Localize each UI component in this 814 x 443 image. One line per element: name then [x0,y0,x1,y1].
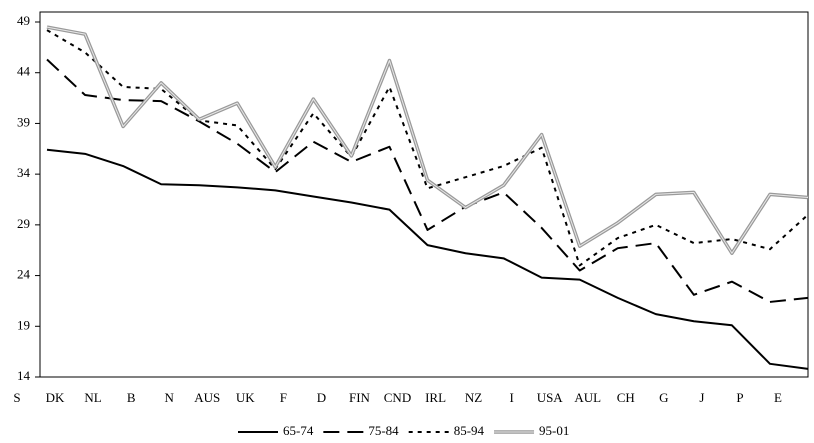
x-tick-label: J [699,390,704,405]
y-tick-label: 24 [17,267,31,282]
x-tick-label: P [736,390,743,405]
x-tick-label: CH [617,390,635,405]
x-tick-label: FIN [349,390,371,405]
legend-label: 85-94 [454,423,485,438]
x-tick-label: AUS [194,390,220,405]
y-tick-label: 39 [17,114,30,129]
x-tick-label: IRL [425,390,446,405]
y-tick-label: 49 [17,13,30,28]
x-tick-label: F [280,390,287,405]
x-tick-label: E [774,390,782,405]
y-tick-label: 19 [17,317,30,332]
x-tick-label: S [13,390,20,405]
x-tick-label: N [165,390,175,405]
plot-frame [39,11,809,378]
series-line [46,58,809,303]
x-tick-label: CND [384,390,411,405]
y-tick-label: 29 [17,216,30,231]
x-tick-label: D [317,390,326,405]
x-tick-label: I [509,390,513,405]
x-tick-label: AUL [574,390,601,405]
y-tick-label: 14 [17,368,31,383]
series-line-inner [46,26,809,254]
y-tick-label: 44 [17,64,31,79]
series-line [46,25,809,256]
series-line [46,148,809,370]
legend-label: 75-84 [368,423,399,438]
legend-label: 65-74 [283,423,314,438]
x-tick-label: DK [46,390,65,405]
legend-label: 95-01 [539,423,569,438]
x-tick-label: G [659,390,668,405]
x-tick-label: USA [537,390,564,405]
x-tick-label: NZ [465,390,482,405]
y-tick-label: 34 [17,165,31,180]
x-tick-label: B [127,390,136,405]
x-tick-label: UK [236,390,255,405]
x-tick-label: NL [84,390,101,405]
